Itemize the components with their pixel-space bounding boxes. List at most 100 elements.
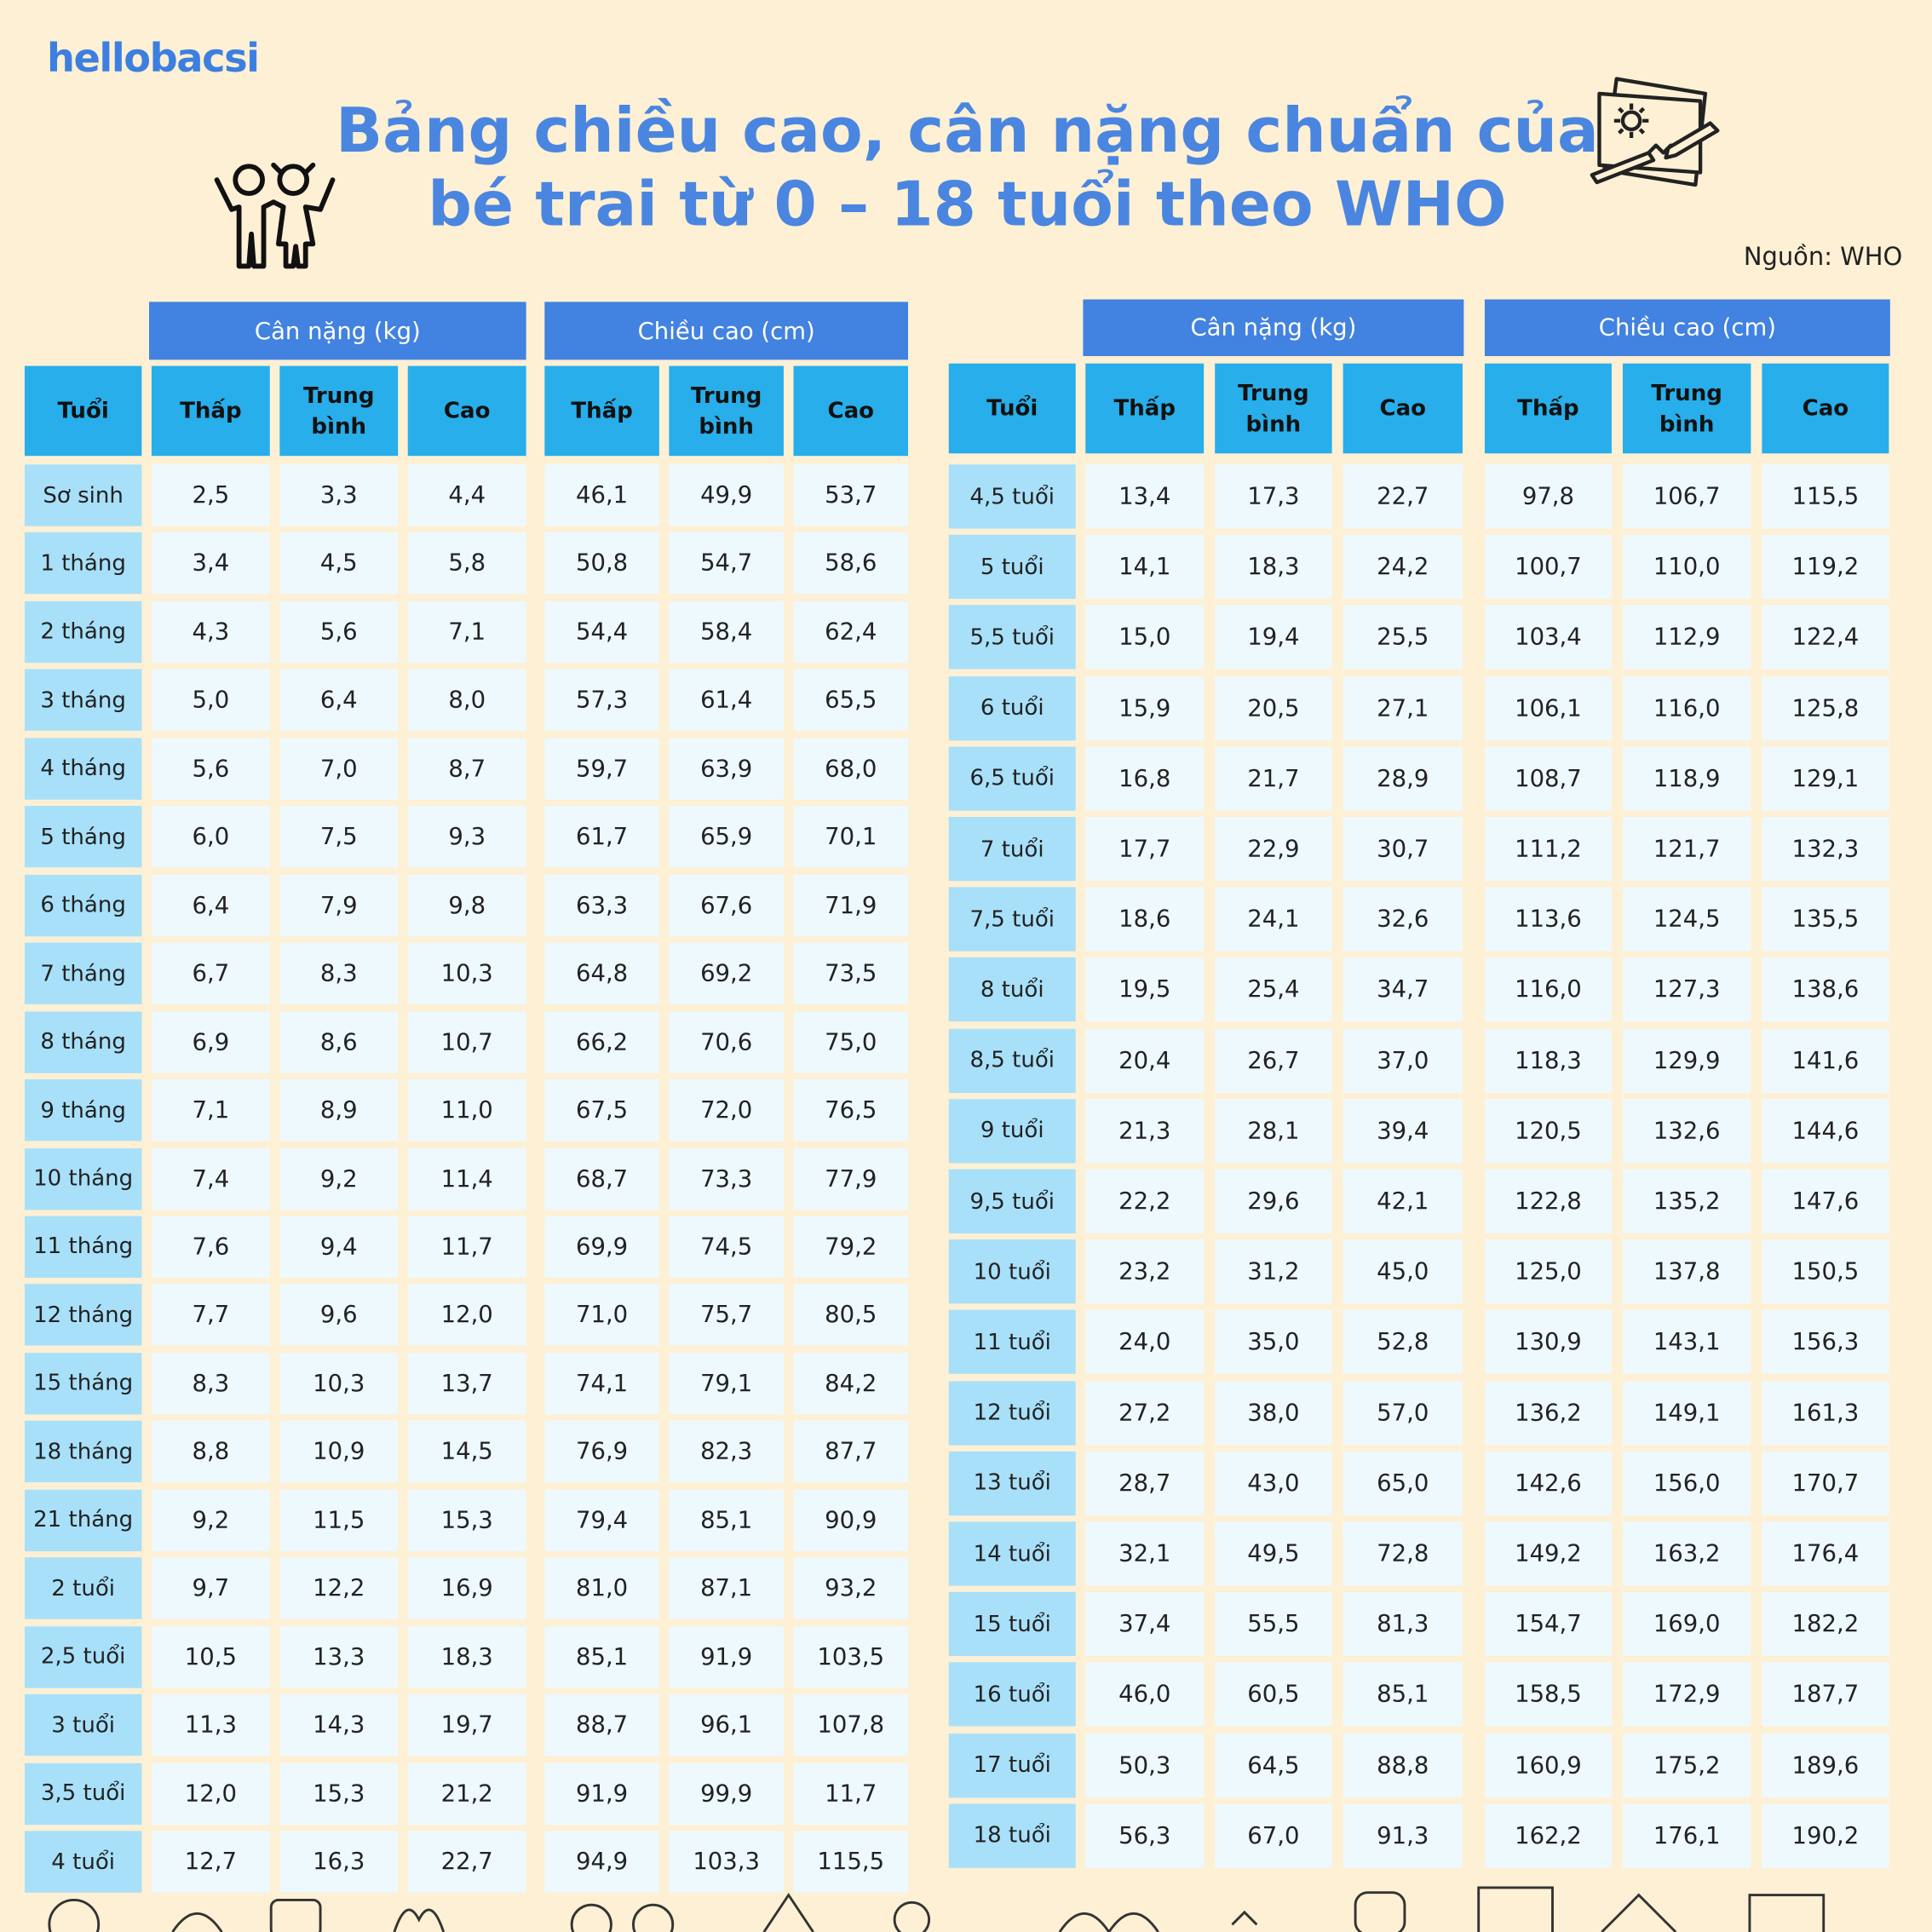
age-cell: 9 tuổi bbox=[948, 1098, 1076, 1164]
value-cell: 12,0 bbox=[407, 1284, 526, 1347]
value-cell: 38,0 bbox=[1215, 1380, 1332, 1446]
drawing-icon bbox=[1590, 77, 1720, 187]
value-cell: 142,6 bbox=[1484, 1451, 1612, 1515]
age-cell: 4 tháng bbox=[24, 738, 142, 800]
logo: hellobacsi bbox=[46, 34, 260, 82]
value-cell: 125,8 bbox=[1762, 676, 1889, 740]
value-cell: 61,7 bbox=[544, 806, 659, 868]
value-cell: 28,1 bbox=[1215, 1098, 1332, 1164]
value-cell: 13,7 bbox=[407, 1352, 526, 1415]
age-cell: 1 tháng bbox=[24, 532, 142, 595]
value-cell: 85,1 bbox=[669, 1489, 784, 1551]
value-cell: 71,0 bbox=[544, 1284, 659, 1347]
source: Nguồn: WHO bbox=[1743, 241, 1903, 272]
value-cell: 37,4 bbox=[1085, 1592, 1205, 1657]
value-cell: 91,3 bbox=[1343, 1803, 1463, 1868]
age-cell: 2,5 tuổi bbox=[24, 1625, 142, 1688]
value-cell: 75,0 bbox=[793, 1010, 909, 1073]
age-cell: 18 tuổi bbox=[948, 1803, 1076, 1868]
value-cell: 26,7 bbox=[1215, 1028, 1332, 1093]
column-header: Tuổi bbox=[24, 365, 142, 457]
value-cell: 93,2 bbox=[793, 1557, 909, 1619]
age-cell: Sơ sinh bbox=[24, 464, 142, 526]
value-cell: 130,9 bbox=[1484, 1310, 1612, 1375]
value-cell: 74,1 bbox=[544, 1352, 659, 1415]
value-cell: 70,6 bbox=[669, 1010, 784, 1073]
age-cell: 11 tháng bbox=[24, 1216, 142, 1278]
value-cell: 16,8 bbox=[1085, 746, 1205, 811]
value-cell: 16,3 bbox=[279, 1831, 399, 1893]
value-cell: 14,5 bbox=[407, 1421, 526, 1483]
value-cell: 149,1 bbox=[1622, 1380, 1751, 1446]
value-cell: 162,2 bbox=[1484, 1803, 1612, 1868]
value-cell: 42,1 bbox=[1343, 1169, 1463, 1233]
header-text: Tuổi bbox=[57, 398, 109, 424]
value-cell: 10,3 bbox=[279, 1352, 399, 1415]
value-cell: 73,5 bbox=[793, 942, 909, 1005]
value-cell: 10,7 bbox=[407, 1010, 526, 1073]
value-cell: 17,7 bbox=[1085, 816, 1205, 882]
value-cell: 156,3 bbox=[1762, 1310, 1889, 1375]
value-cell: 111,2 bbox=[1484, 816, 1612, 882]
value-cell: 118,3 bbox=[1484, 1028, 1612, 1093]
value-cell: 29,6 bbox=[1215, 1169, 1332, 1233]
value-cell: 91,9 bbox=[544, 1762, 659, 1825]
value-cell: 5,6 bbox=[279, 601, 399, 664]
value-cell: 19,7 bbox=[407, 1693, 526, 1757]
age-cell: 10 tuổi bbox=[948, 1239, 1076, 1304]
value-cell: 74,5 bbox=[669, 1216, 784, 1278]
header-text: Cao bbox=[443, 398, 491, 424]
value-cell: 11,7 bbox=[407, 1216, 526, 1278]
value-cell: 138,6 bbox=[1762, 957, 1889, 1022]
value-cell: 4,3 bbox=[151, 601, 270, 664]
value-cell: 163,2 bbox=[1622, 1521, 1751, 1586]
age-cell: 9,5 tuổi bbox=[948, 1169, 1076, 1233]
value-cell: 169,0 bbox=[1622, 1592, 1751, 1657]
value-cell: 149,2 bbox=[1484, 1521, 1612, 1586]
value-cell: 20,4 bbox=[1085, 1028, 1205, 1093]
header-text: Trung bình bbox=[690, 382, 762, 440]
age-cell: 4,5 tuổi bbox=[948, 464, 1076, 529]
age-cell: 6 tháng bbox=[24, 874, 142, 936]
age-cell: 3 tháng bbox=[24, 669, 142, 732]
value-cell: 141,6 bbox=[1762, 1028, 1889, 1093]
value-cell: 8,0 bbox=[407, 669, 526, 732]
age-cell: 15 tháng bbox=[24, 1352, 142, 1415]
value-cell: 28,9 bbox=[1343, 746, 1463, 811]
group-header: Cân nặng (kg) bbox=[1083, 299, 1464, 357]
doodle-border bbox=[48, 1886, 1826, 1932]
value-cell: 108,7 bbox=[1484, 746, 1612, 811]
age-cell: 5 tháng bbox=[24, 806, 142, 868]
value-cell: 21,7 bbox=[1215, 746, 1332, 811]
value-cell: 7,1 bbox=[151, 1079, 270, 1141]
value-cell: 182,2 bbox=[1762, 1592, 1889, 1657]
value-cell: 84,2 bbox=[793, 1352, 909, 1415]
value-cell: 34,7 bbox=[1343, 957, 1463, 1022]
value-cell: 57,0 bbox=[1343, 1380, 1463, 1446]
value-cell: 88,7 bbox=[544, 1693, 659, 1757]
value-cell: 5,8 bbox=[407, 532, 526, 595]
value-cell: 32,6 bbox=[1343, 887, 1463, 952]
value-cell: 189,6 bbox=[1762, 1733, 1889, 1797]
age-cell: 5,5 tuổi bbox=[948, 605, 1076, 670]
value-cell: 24,2 bbox=[1343, 535, 1463, 600]
value-cell: 79,1 bbox=[669, 1352, 784, 1415]
age-cell: 9 tháng bbox=[24, 1079, 142, 1141]
column-header: Thấp bbox=[544, 365, 659, 457]
value-cell: 82,3 bbox=[669, 1421, 784, 1483]
value-cell: 143,1 bbox=[1622, 1310, 1751, 1375]
age-cell: 8 tuổi bbox=[948, 957, 1076, 1022]
value-cell: 2,5 bbox=[151, 464, 270, 526]
value-cell: 127,3 bbox=[1622, 957, 1751, 1022]
value-cell: 69,9 bbox=[544, 1216, 659, 1278]
value-cell: 88,8 bbox=[1343, 1733, 1463, 1797]
value-cell: 115,5 bbox=[1762, 464, 1889, 529]
value-cell: 56,3 bbox=[1085, 1803, 1205, 1868]
header-text: Cao bbox=[1802, 395, 1849, 422]
value-cell: 60,5 bbox=[1215, 1662, 1332, 1728]
value-cell: 124,5 bbox=[1622, 887, 1751, 952]
value-cell: 158,5 bbox=[1484, 1662, 1612, 1728]
value-cell: 13,3 bbox=[279, 1625, 399, 1688]
value-cell: 15,3 bbox=[279, 1762, 399, 1825]
age-cell: 2 tuổi bbox=[24, 1557, 142, 1619]
